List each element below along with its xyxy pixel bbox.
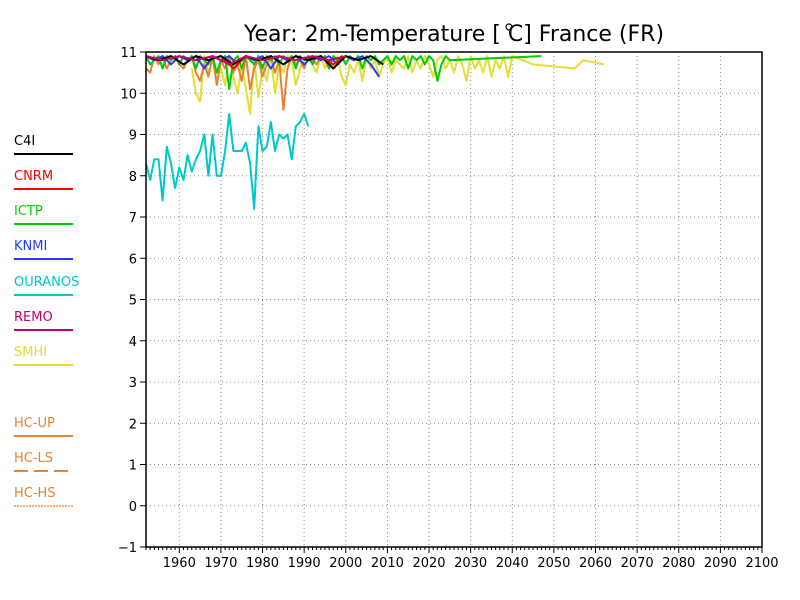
legend-label-ictp: ICTP [14, 204, 43, 219]
legend-label-cnrm: CNRM [14, 169, 53, 184]
y-tick-label: 8 [129, 170, 137, 185]
x-tick-label: 2000 [329, 556, 362, 571]
series-group [146, 55, 604, 210]
y-tick-label: 7 [129, 211, 137, 226]
x-tick-label: 2040 [496, 556, 529, 571]
legend-label-hc-up: HC-UP [14, 416, 55, 431]
degree-symbol [505, 23, 513, 31]
x-tick-label: 2010 [371, 556, 404, 571]
x-tick-label: 1960 [163, 556, 196, 571]
legend-label-remo: REMO [14, 310, 53, 325]
x-tick-label: 1970 [204, 556, 237, 571]
y-tick-label: 9 [129, 129, 137, 144]
y-tick-label: 1 [129, 459, 137, 474]
legend: C4I CNRM ICTP KNMI OURANOS REMO SMHI HC-UP HC-LS… [14, 134, 79, 507]
y-tick-label: 3 [129, 376, 137, 391]
series-line-smhi [190, 55, 604, 115]
x-tick-label: 2070 [621, 556, 654, 571]
series-line-ouranos [146, 112, 310, 210]
x-tick-label: 2080 [662, 556, 695, 571]
y-tick-label: 6 [129, 252, 137, 267]
y-tick-label: −1 [118, 541, 137, 556]
y-tick-label: 5 [129, 294, 137, 309]
y-tick-label: 11 [120, 46, 137, 61]
legend-label-knmi: KNMI [14, 239, 47, 254]
x-tick-label: 2060 [579, 556, 612, 571]
y-tick-label: 10 [120, 87, 137, 102]
series-line-c4i [146, 55, 384, 70]
legend-label-hc-ls: HC-LS [14, 451, 53, 466]
series-line-ictp [146, 55, 542, 91]
series-line-remo [146, 55, 347, 66]
x-tick-label: 1980 [246, 556, 279, 571]
y-tick-label: 0 [129, 500, 137, 515]
legend-label-smhi: SMHI [14, 345, 47, 360]
x-tick-label: 1990 [288, 556, 321, 571]
y-tick-label: 4 [129, 335, 137, 350]
grid [146, 52, 762, 547]
x-tick-label: 2030 [454, 556, 487, 571]
y-tick-label: 2 [129, 417, 137, 432]
x-tick-label: 2020 [412, 556, 445, 571]
x-tick-label: 2090 [704, 556, 737, 571]
y-axis: −1 0 1 2 3 4 5 6 7 8 9 10 11 [118, 46, 146, 556]
x-tick-label: 2100 [745, 556, 778, 571]
legend-label-c4i: C4I [14, 134, 35, 149]
x-axis: 1960 1970 1980 1990 2000 2010 2020 2030 2040 2050… [145, 547, 779, 571]
x-tick-label: 2050 [537, 556, 570, 571]
chart-title: Year: 2m-Temperature [ C] France (FR) [243, 22, 664, 47]
legend-label-ouranos: OURANOS [14, 275, 79, 290]
legend-label-hc-hs: HC-HS [14, 486, 56, 501]
